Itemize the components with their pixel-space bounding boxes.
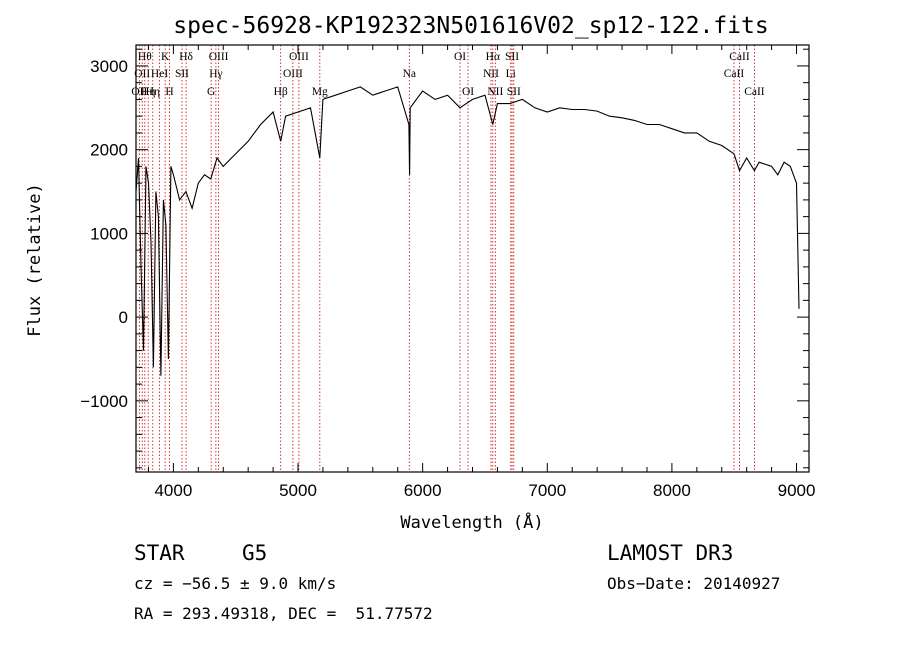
obs-date-text: Obs−Date: 20140927 xyxy=(607,574,781,593)
y-tick-label: 2000 xyxy=(90,141,128,160)
plot-frame xyxy=(135,44,810,473)
spectral-line-label: OII xyxy=(131,86,147,98)
spectral-line-label: Hγ xyxy=(209,68,222,80)
spectral-line-label: Mg xyxy=(312,86,328,98)
x-axis-label: Wavelength (Å) xyxy=(400,511,543,533)
x-tick-label: 8000 xyxy=(653,481,691,500)
spectral-line-label: Hβ xyxy=(274,86,288,98)
survey-name: LAMOST DR3 xyxy=(607,541,734,565)
spectral-line-label: Hα xyxy=(486,51,500,63)
spectral-line-label: NII xyxy=(487,86,503,98)
spectral-line-label: OI xyxy=(462,86,474,98)
chart-title: spec-56928-KP192323N501616V02_sp12-122.f… xyxy=(173,13,768,39)
x-tick-label: 9000 xyxy=(778,481,816,500)
spectral-line-label: Hη xyxy=(146,86,160,98)
spectral-line-label: OI xyxy=(454,51,466,63)
object-subclass: G5 xyxy=(242,541,268,565)
y-tick-label: −1000 xyxy=(80,392,128,411)
x-tick-label: 7000 xyxy=(528,481,566,500)
spectral-line-label: OIII xyxy=(283,68,303,80)
spectral-line-label: OIII xyxy=(289,51,309,63)
spectral-line-label: Hη xyxy=(141,86,155,98)
spectral-line-label: G xyxy=(207,86,215,98)
redshift-text: cz = −56.5 ± 9.0 km/s xyxy=(134,574,337,593)
spectral-line-label: Li xyxy=(506,68,516,80)
spectral-line-label: Hθ xyxy=(138,51,152,63)
y-tick-label: 1000 xyxy=(90,224,128,243)
spectral-line-label: H xyxy=(165,86,173,98)
x-axis-ticks: 4000 5000 6000 7000 8000 9000 xyxy=(147,45,816,500)
y-axis-ticks: −1000 0 1000 2000 3000 xyxy=(80,48,809,469)
spectral-line-label: CaII xyxy=(744,86,765,98)
spectral-line-label: SII xyxy=(505,51,519,63)
x-tick-label: 4000 xyxy=(154,481,192,500)
spectral-line-label: CaII xyxy=(729,51,750,63)
spectral-line-labels: OIIOIIHθHηHηHeIKHSIIHδGHγOIIIHβOIIIOIIIM… xyxy=(131,51,764,98)
spectral-line-label: CaII xyxy=(724,68,745,80)
flux-series-line xyxy=(135,86,800,376)
spectral-line-label: OII xyxy=(134,68,150,80)
spectral-line-label: Hδ xyxy=(179,51,193,63)
spectral-line-label: HeI xyxy=(151,68,168,80)
spectral-line-label: Na xyxy=(403,68,416,80)
spectral-line-label: NII xyxy=(483,68,499,80)
spectral-line-label: OIII xyxy=(209,51,229,63)
spectral-line-label: SII xyxy=(507,86,521,98)
object-class: STAR xyxy=(134,541,185,565)
x-tick-label: 6000 xyxy=(404,481,442,500)
y-tick-label: 3000 xyxy=(90,57,128,76)
y-axis-label: Flux (relative) xyxy=(25,183,45,337)
coordinates-text: RA = 293.49318, DEC = 51.77572 xyxy=(134,604,433,623)
spectral-line-label: SII xyxy=(175,68,189,80)
spectral-line-markers xyxy=(138,45,755,472)
y-tick-label: 0 xyxy=(119,308,128,327)
x-tick-label: 5000 xyxy=(279,481,317,500)
spectral-line-label: K xyxy=(161,51,170,63)
